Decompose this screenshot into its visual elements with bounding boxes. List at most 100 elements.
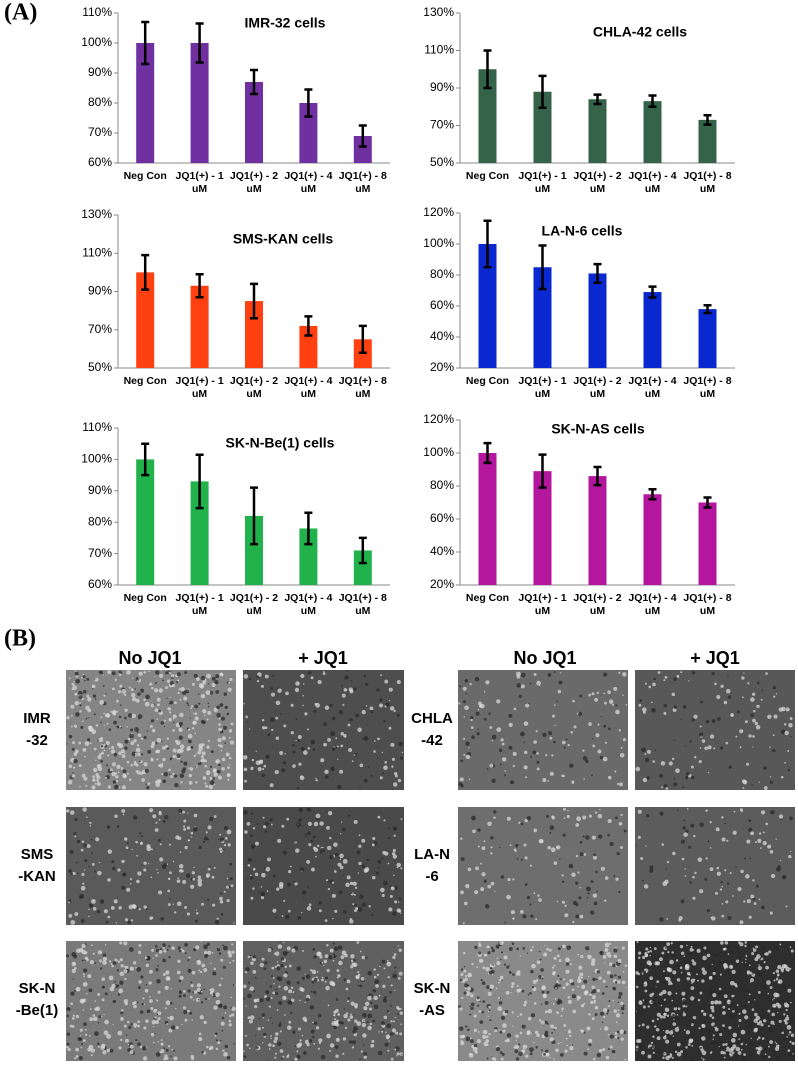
cell-speck: [769, 850, 774, 854]
cell-speck: [154, 828, 159, 832]
cell-speck: [770, 809, 775, 815]
cell-speck: [150, 876, 153, 879]
cell-speck: [721, 816, 724, 819]
cell-speck: [470, 1039, 474, 1044]
cell-speck: [683, 819, 686, 822]
cell-speck: [190, 705, 194, 708]
cell-speck: [170, 1055, 172, 1057]
cell-speck: [140, 835, 143, 838]
cell-speck: [653, 958, 658, 963]
cell-speck: [131, 713, 136, 719]
cell-speck: [740, 869, 744, 874]
cell-speck: [498, 1001, 503, 1005]
cell-speck: [763, 1019, 767, 1023]
cell-speck: [775, 969, 780, 973]
cell-speck: [89, 821, 92, 825]
cell-speck: [538, 1019, 542, 1022]
cell-speck: [496, 727, 502, 732]
cell-speck: [363, 1052, 368, 1056]
cell-speck: [321, 961, 324, 964]
cell-speck: [619, 1029, 625, 1034]
cell-speck: [496, 957, 499, 960]
cell-speck: [269, 985, 273, 988]
cell-speck: [603, 1015, 606, 1019]
cell-speck: [307, 808, 309, 811]
cell-speck: [324, 775, 329, 779]
cell-speck: [729, 980, 735, 986]
cell-speck: [305, 997, 310, 1002]
cell-speck: [158, 890, 163, 895]
cell-speck: [694, 1023, 697, 1026]
cell-speck: [775, 838, 777, 840]
cell-speck: [275, 1052, 278, 1055]
cell-speck: [588, 722, 592, 726]
cell-speck: [745, 961, 747, 964]
cell-speck: [583, 1051, 588, 1056]
micrograph: [243, 941, 404, 1061]
cell-speck: [286, 1025, 292, 1030]
cell-speck: [294, 992, 296, 994]
cell-speck: [656, 989, 662, 994]
cell-speck: [243, 984, 247, 989]
cell-speck: [515, 1039, 517, 1042]
cell-speck: [774, 1017, 776, 1020]
cell-speck: [86, 694, 90, 698]
cell-speck: [358, 834, 361, 837]
cell-speck: [778, 989, 784, 994]
cell-speck: [588, 814, 592, 818]
cell-speck: [608, 1000, 611, 1003]
cell-speck: [105, 693, 107, 695]
cell-speck: [138, 907, 141, 911]
bar: [533, 91, 552, 163]
cell-speck: [637, 972, 640, 976]
cell-speck: [499, 1051, 503, 1054]
y-tick-label: 40%: [430, 329, 454, 343]
cell-speck: [398, 948, 402, 952]
cell-speck: [707, 1034, 712, 1039]
cell-speck: [473, 1043, 478, 1048]
cell-speck: [79, 894, 85, 899]
cell-speck: [649, 976, 653, 981]
cell-speck: [140, 688, 145, 693]
cell-speck: [593, 853, 597, 857]
cell-speck: [769, 776, 772, 778]
cell-speck: [572, 1009, 577, 1014]
cell-speck: [577, 871, 580, 874]
cell-speck: [359, 787, 361, 789]
cell-speck: [358, 714, 360, 716]
cell-speck: [605, 985, 608, 988]
cell-speck: [337, 784, 342, 790]
cell-speck: [174, 782, 179, 788]
cell-speck: [381, 751, 384, 754]
cell-speck: [71, 961, 77, 967]
cell-speck: [490, 881, 495, 886]
cell-speck: [760, 1013, 765, 1018]
cell-speck: [226, 1056, 231, 1060]
cell-speck: [547, 845, 551, 850]
cell-speck: [719, 746, 724, 750]
cell-speck: [91, 785, 96, 790]
cell-speck: [219, 703, 224, 707]
cell-speck: [683, 960, 688, 965]
bar: [245, 82, 263, 163]
cell-speck: [762, 1037, 765, 1040]
cell-speck: [325, 879, 329, 882]
cell-speck: [521, 1024, 526, 1029]
cell-speck: [82, 1009, 85, 1011]
cell-speck: [727, 675, 729, 678]
cell-speck: [194, 712, 198, 715]
cell-speck: [680, 718, 682, 720]
cell-speck: [788, 723, 793, 728]
cell-speck: [295, 848, 300, 853]
cell-speck: [254, 977, 257, 979]
cell-speck: [136, 731, 139, 733]
cell-speck: [582, 749, 585, 752]
cell-speck: [156, 1000, 159, 1002]
cell-speck: [367, 995, 372, 1001]
cell-speck: [789, 1019, 793, 1024]
cell-speck: [651, 992, 655, 996]
cell-speck: [192, 721, 197, 725]
cell-speck: [150, 1032, 155, 1037]
cell-speck: [730, 966, 733, 969]
cell-speck: [718, 987, 722, 991]
